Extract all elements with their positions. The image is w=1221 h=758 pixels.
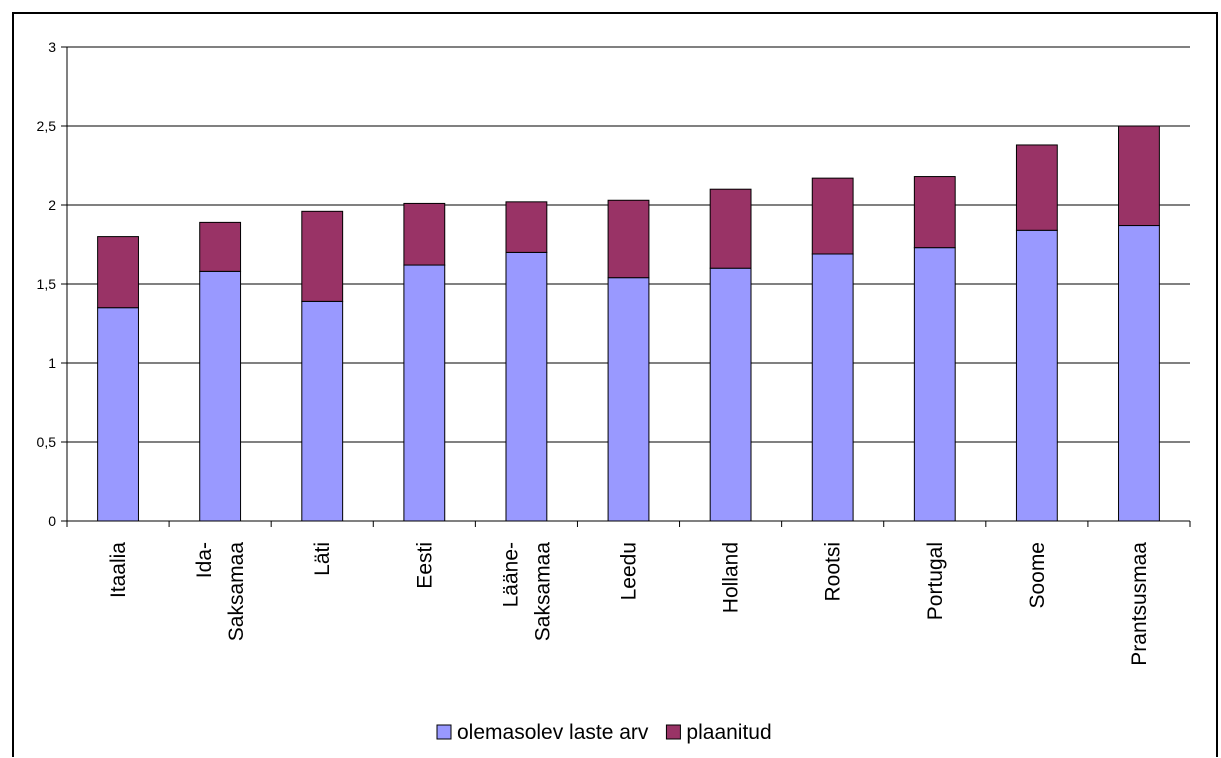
x-category-label: Leedu <box>618 542 641 600</box>
x-category-label: Ida- Saksamaa <box>193 542 248 642</box>
x-category-label-line: Portugal <box>924 542 947 620</box>
x-category-label-line: Lääne- <box>499 542 522 607</box>
x-category-label: Prantsusmaa <box>1128 542 1151 666</box>
bar-segment-planned <box>199 221 242 272</box>
x-category-label: Läti <box>311 542 334 576</box>
y-tick-label: 0 <box>48 513 56 529</box>
bar-segment-planned <box>709 188 752 269</box>
bar-segment-existing <box>403 264 446 522</box>
x-category-label: Soome <box>1026 542 1049 609</box>
x-category-label-line: Itaalia <box>107 542 130 598</box>
bar-segment-existing <box>607 277 650 522</box>
x-category-label-line: Rootsi <box>822 542 845 602</box>
bar-segment-existing <box>1118 225 1160 522</box>
x-category-label-line: Eesti <box>413 542 436 589</box>
axes <box>61 46 1191 527</box>
x-category-label-line: Soome <box>1026 542 1049 609</box>
bar-segment-planned <box>301 210 344 302</box>
x-category-label-line: Prantsusmaa <box>1128 542 1151 666</box>
x-category-label-line: Saksamaa <box>531 542 554 642</box>
bar-segment-planned <box>97 236 139 309</box>
bars <box>97 125 1160 522</box>
x-category-label: Portugal <box>924 542 947 620</box>
x-category-label-line: Ida- <box>193 542 216 578</box>
bar-segment-existing <box>301 300 344 522</box>
bar-segment-planned <box>1015 144 1058 231</box>
legend-swatch-existing <box>436 724 452 740</box>
y-tick-label: 2,5 <box>37 118 57 134</box>
bar-segment-existing <box>811 253 854 522</box>
legend-label-planned: plaanitud <box>686 721 771 744</box>
bar-segment-planned <box>1118 125 1160 227</box>
y-tick-label: 0,5 <box>37 434 57 450</box>
x-category-label-line: Leedu <box>618 542 641 600</box>
bar-segment-existing <box>505 251 548 522</box>
x-category-label: Holland <box>720 542 743 613</box>
bar-segment-existing <box>97 307 139 522</box>
x-category-label: Eesti <box>413 542 436 589</box>
x-category-label: Itaalia <box>107 542 130 598</box>
legend: olemasolev laste arv plaanitud <box>436 721 772 744</box>
x-category-label-line: Saksamaa <box>225 542 248 642</box>
bar-segment-existing <box>1015 229 1058 522</box>
legend-swatch-planned <box>665 724 681 740</box>
bar-segment-planned <box>913 176 956 249</box>
y-tick-label: 2 <box>48 197 56 213</box>
bar-segment-existing <box>199 270 242 522</box>
bar-segment-planned <box>505 201 548 253</box>
x-category-label: Rootsi <box>822 542 845 602</box>
bar-segment-existing <box>913 247 956 522</box>
x-category-labels: Itaalia Ida- Saksamaa Läti Eesti Lääne- Saksam… <box>107 542 1151 666</box>
x-category-label-line: Holland <box>720 542 743 613</box>
y-tick-label: 1 <box>48 355 56 371</box>
bar-segment-planned <box>403 202 446 266</box>
legend-label-existing: olemasolev laste arv <box>457 721 649 744</box>
x-category-label-line: Läti <box>311 542 334 576</box>
bar-segment-existing <box>709 267 752 522</box>
y-tick-label: 3 <box>48 39 56 55</box>
y-tick-labels: 0 0,5 1 1,5 2 2,5 3 <box>37 39 57 529</box>
bar-segment-planned <box>607 199 650 279</box>
bar-segment-planned <box>811 177 854 255</box>
y-tick-label: 1,5 <box>37 276 57 292</box>
x-category-label: Lääne- Saksamaa <box>499 542 554 642</box>
